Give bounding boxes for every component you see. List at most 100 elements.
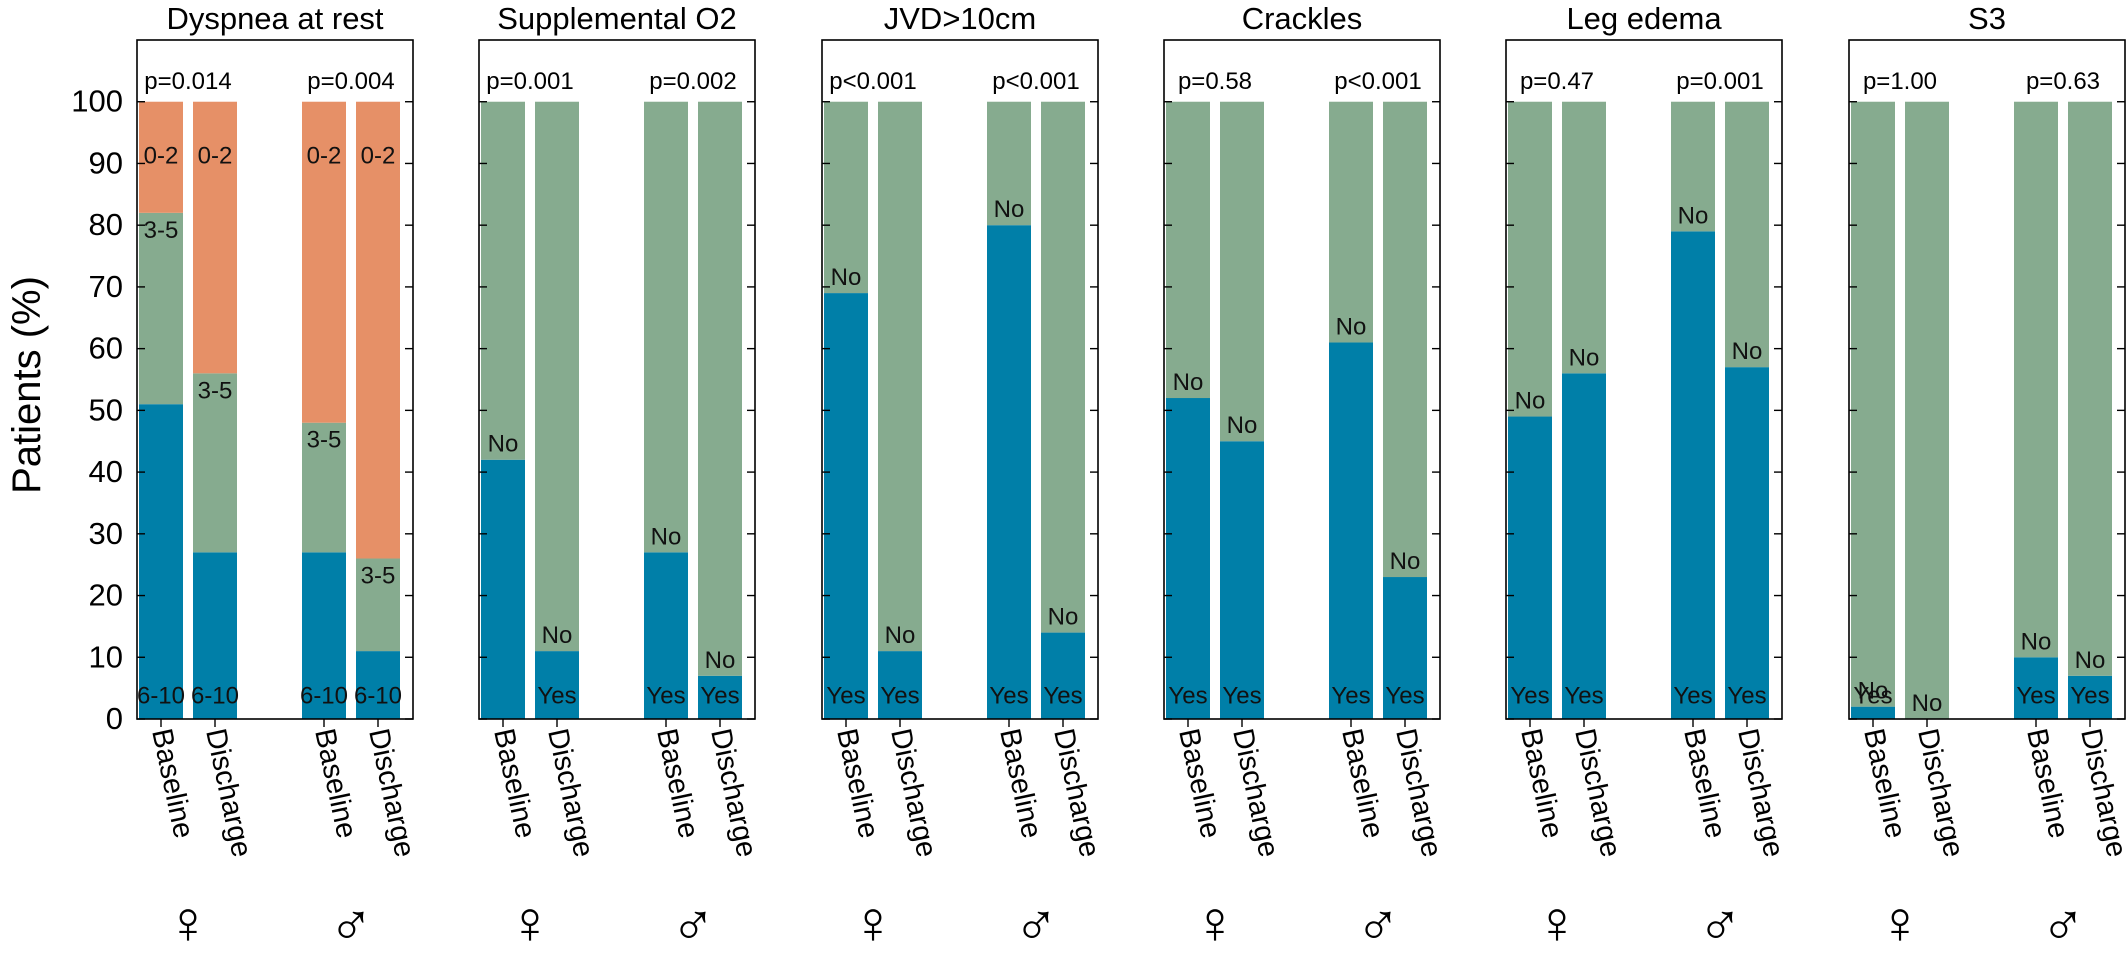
p-value: p=0.014	[144, 68, 231, 95]
female-symbol-icon: ♀	[1878, 889, 1923, 956]
bar-segment	[139, 212, 183, 405]
y-tick-label: 10	[89, 639, 123, 674]
bar-label: No	[885, 622, 916, 649]
male-symbol-icon: ♂	[671, 889, 716, 956]
p-value: p=0.63	[2026, 68, 2100, 95]
bar-label: No	[488, 431, 519, 458]
bar-segment	[1562, 101, 1606, 374]
bar-label: No	[2075, 647, 2106, 674]
x-tick-label: Baseline	[2020, 726, 2074, 841]
bar-segment	[535, 651, 579, 719]
male-symbol-icon: ♂	[1356, 889, 1401, 956]
bar-segment	[139, 101, 183, 213]
bar-label: No	[1515, 388, 1546, 415]
x-tick-label: Baseline	[650, 726, 704, 841]
y-tick-label: 0	[106, 701, 123, 736]
bar-segment	[1383, 577, 1427, 719]
bar-segment	[481, 101, 525, 460]
y-tick-label: 20	[89, 578, 123, 613]
bar-segment	[2068, 101, 2112, 676]
bar-label: No	[1227, 412, 1258, 439]
bar-segment	[535, 101, 579, 652]
bar-segment	[1905, 101, 1949, 719]
x-tick-label: Discharge	[884, 726, 942, 860]
bar-segment	[644, 101, 688, 553]
bar-label: No	[1569, 344, 1600, 371]
x-tick-label: Baseline	[830, 726, 884, 841]
panel-title: Leg edema	[1566, 1, 1722, 36]
bar-segment	[1329, 101, 1373, 343]
female-symbol-icon: ♀	[166, 889, 211, 956]
bar-label: No	[1732, 338, 1763, 365]
panel-2: Supplemental O2 No Yes No Yes No Yes No p=0.001 p…	[478, 1, 763, 956]
bar-label: Yes	[2016, 683, 2055, 710]
bar-label: 0-2	[144, 142, 179, 169]
bar-label: No	[1858, 678, 1889, 705]
panel-title: Crackles	[1242, 1, 1363, 36]
male-symbol-icon: ♂	[1698, 889, 1743, 956]
bar-segment	[1041, 101, 1085, 633]
bar-segment	[302, 101, 346, 423]
bar-segment	[1851, 101, 1895, 707]
bar-label: No	[1678, 202, 1709, 229]
bar-label: 6-10	[300, 683, 348, 710]
male-symbol-icon: ♂	[1014, 889, 1059, 956]
panel-title: JVD>10cm	[884, 1, 1036, 36]
male-symbol-icon: ♂	[2041, 889, 2086, 956]
bar-segment	[1166, 101, 1210, 399]
bar-segment	[824, 101, 868, 294]
panel-frame	[478, 39, 756, 720]
bar-label: No	[994, 196, 1025, 223]
bar-segment	[481, 459, 525, 719]
bar-label: Yes	[1168, 683, 1207, 710]
bar-segment	[878, 651, 922, 719]
bar-segment	[878, 101, 922, 652]
bar-label: 3-5	[307, 427, 342, 454]
bar-segment	[698, 675, 742, 719]
bar-segment	[1725, 101, 1769, 368]
x-tick-label: Discharge	[2074, 726, 2128, 860]
p-value: p=0.58	[1178, 68, 1252, 95]
female-symbol-icon: ♀	[508, 889, 553, 956]
x-tick-label: Discharge	[1731, 726, 1789, 860]
bar-label: 6-10	[354, 683, 402, 710]
bar-segment	[302, 422, 346, 553]
bar-label: No	[1048, 604, 1079, 631]
bar-label: Yes	[1510, 683, 1549, 710]
bar-segment	[824, 293, 868, 719]
panel-1: Dyspnea at rest 6-10 3-5 0-2 6-10 3-5 0-2 6-10 3…	[136, 1, 421, 956]
x-tick-label: Discharge	[1568, 726, 1626, 860]
bar-segment	[356, 101, 400, 559]
bar-label: Yes	[1331, 683, 1370, 710]
bar-label: 3-5	[361, 563, 396, 590]
bar-segment	[2014, 101, 2058, 658]
bar-label: No	[1390, 548, 1421, 575]
panel-4: Crackles Yes No Yes No Yes No Yes No p=0.58 p<0.00…	[1163, 1, 1448, 956]
bar-label: 3-5	[198, 377, 233, 404]
bar-segment	[698, 101, 742, 676]
x-tick-label: Baseline	[1172, 726, 1226, 841]
bar-label: Yes	[989, 683, 1028, 710]
bar-segment	[139, 404, 183, 719]
x-tick-label: Baseline	[308, 726, 362, 841]
bar-segment	[1383, 101, 1427, 578]
p-value: p=1.00	[1863, 68, 1937, 95]
x-tick-label: Discharge	[1047, 726, 1105, 860]
bar-label: No	[542, 622, 573, 649]
bar-label: No	[1336, 313, 1367, 340]
bar-label: 0-2	[361, 142, 396, 169]
x-tick-label: Baseline	[1857, 726, 1911, 841]
bar-label: Yes	[880, 683, 919, 710]
bar-segment	[356, 558, 400, 652]
bar-label: 3-5	[144, 217, 179, 244]
bar-label: 0-2	[198, 142, 233, 169]
bar-segment	[193, 552, 237, 719]
x-tick-label: Baseline	[487, 726, 541, 841]
bar-label: Yes	[1385, 683, 1424, 710]
x-tick-label: Discharge	[362, 726, 420, 860]
bar-label: 6-10	[137, 683, 185, 710]
y-tick-label: 60	[89, 331, 123, 366]
bar-segment	[1220, 441, 1264, 719]
